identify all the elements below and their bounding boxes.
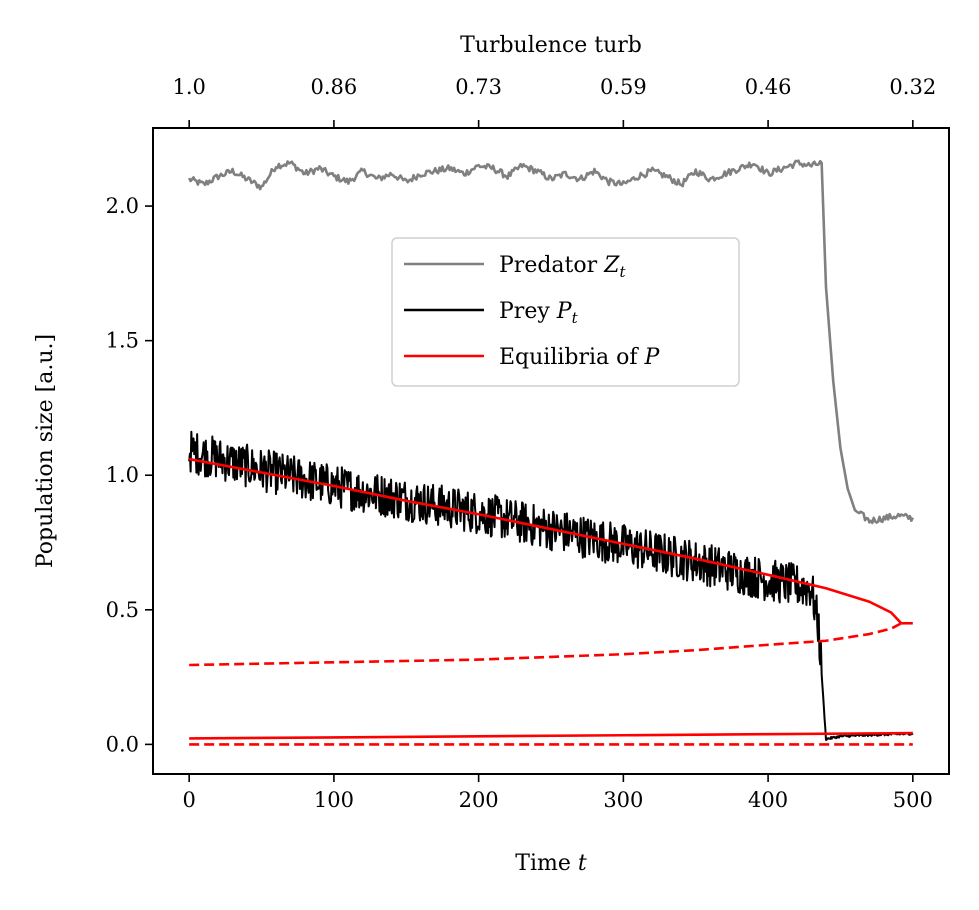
x-tick-label: 300 <box>603 788 643 812</box>
legend-box <box>391 237 740 387</box>
ticks-layer: 0 100 200 300 400 500 1.0 0.86 0.73 0.59 0.46 0.32 0… <box>106 75 937 812</box>
y-tick-label: 0.0 <box>106 732 139 756</box>
series-line-equilibrium-unstable <box>189 622 902 667</box>
x-tick-label: 500 <box>893 788 933 812</box>
y-tick-label: 2.0 <box>106 194 139 218</box>
y-tick-label: 0.5 <box>106 598 139 622</box>
top-x-tick-label: 1.0 <box>172 75 205 99</box>
top-x-tick-label: 0.32 <box>889 75 936 99</box>
series-layer <box>188 159 914 746</box>
x-tick-label: 0 <box>182 788 195 812</box>
series-line-equilibrium-upper-stable <box>188 457 903 625</box>
top-x-axis-label: Turbulence turb <box>460 33 642 58</box>
legend-entries: Predator Zt Prey Pt Equilibria of P <box>404 253 661 370</box>
y-axis-label: Population size [a.u.] <box>33 334 58 568</box>
legend-label: Equilibria of P <box>499 345 661 370</box>
y-tick-label: 1.5 <box>106 329 139 353</box>
legend-label: Prey Pt <box>499 299 579 327</box>
x-tick-label: 100 <box>314 788 354 812</box>
series-line-predator-z-t <box>188 159 914 525</box>
series-line-prey-p-t <box>188 430 914 741</box>
top-x-tick-label: 0.46 <box>745 75 792 99</box>
plot-frame <box>152 127 950 775</box>
top-x-tick-label: 0.86 <box>311 75 358 99</box>
x-tick-label: 200 <box>459 788 499 812</box>
y-tick-label: 1.0 <box>106 463 139 487</box>
legend-label: Predator Zt <box>499 253 626 281</box>
top-x-tick-label: 0.73 <box>455 75 502 99</box>
top-x-tick-label: 0.59 <box>600 75 647 99</box>
x-axis-label: Time t <box>515 851 587 876</box>
x-tick-label: 400 <box>748 788 788 812</box>
legend: Predator Zt Prey Pt Equilibria of P <box>391 237 740 387</box>
series-line-equilibrium-lower-stable <box>189 731 913 740</box>
